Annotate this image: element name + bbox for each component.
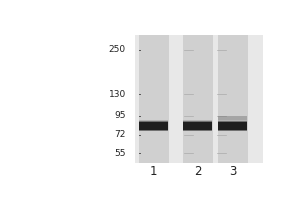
Bar — [183, 121, 212, 131]
Text: 1: 1 — [150, 165, 158, 178]
Bar — [139, 121, 168, 131]
Text: 72: 72 — [115, 130, 126, 139]
Bar — [139, 120, 168, 131]
Bar — [183, 35, 213, 163]
Bar — [218, 35, 248, 163]
Bar — [135, 35, 263, 163]
Bar — [218, 120, 247, 131]
Text: 2: 2 — [194, 165, 202, 178]
Bar — [218, 116, 247, 120]
Text: 250: 250 — [109, 45, 126, 54]
Bar — [218, 121, 247, 131]
Text: 95: 95 — [114, 111, 126, 120]
Bar — [183, 122, 212, 130]
Text: 55: 55 — [114, 149, 126, 158]
Bar — [183, 120, 212, 131]
Text: 3: 3 — [229, 165, 236, 178]
Bar — [139, 122, 168, 130]
Bar — [218, 122, 247, 130]
Text: 130: 130 — [109, 90, 126, 99]
Bar — [139, 35, 169, 163]
